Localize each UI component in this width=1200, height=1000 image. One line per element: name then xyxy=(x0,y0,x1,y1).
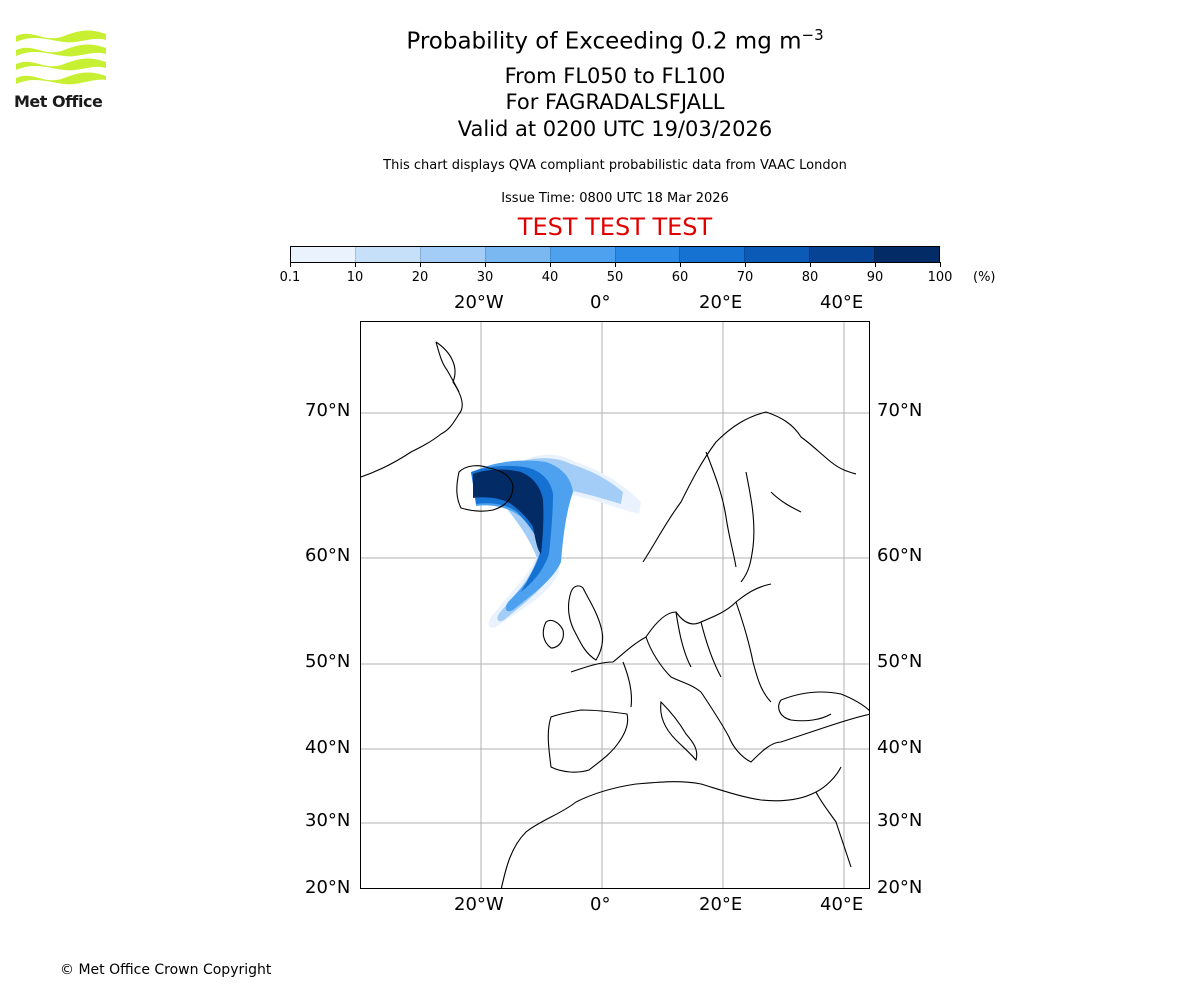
colorbar-tick-mark xyxy=(615,262,616,267)
lat-label-left-40n: 40°N xyxy=(305,737,351,758)
lon-label-bottom-0: 0° xyxy=(590,894,611,915)
colorbar-tick-label: 70 xyxy=(736,270,754,285)
lat-label-left-50n: 50°N xyxy=(305,651,351,672)
lat-label-left-30n: 30°N xyxy=(305,810,351,831)
chart-title: Probability of Exceeding 0.2 mg m−3 xyxy=(406,26,824,55)
colorbar-tick-mark xyxy=(940,262,941,267)
graticule xyxy=(361,322,869,888)
lat-label-left-60n: 60°N xyxy=(305,545,351,566)
colorbar-tick-mark xyxy=(290,262,291,267)
lat-label-right-60n: 60°N xyxy=(877,545,923,566)
lon-label-top-20e: 20°E xyxy=(699,292,743,313)
lat-label-right-20n: 20°N xyxy=(877,877,923,898)
lat-label-right-40n: 40°N xyxy=(877,737,923,758)
colorbar-tick-label: 20 xyxy=(411,270,429,285)
colorbar-tick-mark xyxy=(355,262,356,267)
colorbar-tick-label: 10 xyxy=(346,270,364,285)
volcano-name: For FAGRADALSFJALL xyxy=(505,90,725,114)
colorbar-segment xyxy=(484,247,550,262)
issue-time: Issue Time: 0800 UTC 18 Mar 2026 xyxy=(501,191,729,206)
lon-label-top-20w: 20°W xyxy=(454,292,504,313)
ash-plume xyxy=(471,454,641,628)
met-office-logo: Met Office xyxy=(14,30,108,112)
colorbar-segment xyxy=(679,247,745,262)
colorbar-segment xyxy=(809,247,875,262)
colorbar-tick-mark xyxy=(485,262,486,267)
colorbar-tick-label: 60 xyxy=(671,270,689,285)
colorbar-tick-label: 90 xyxy=(866,270,884,285)
colorbar-segment xyxy=(744,247,810,262)
colorbar-segment xyxy=(291,247,355,262)
colorbar-tick-label: 80 xyxy=(801,270,819,285)
map-canvas xyxy=(361,322,869,888)
colorbar-tick-mark xyxy=(550,262,551,267)
coastlines xyxy=(361,341,869,888)
colorbar-tick-mark xyxy=(420,262,421,267)
lat-label-left-70n: 70°N xyxy=(305,400,351,421)
colorbar-tick-mark xyxy=(810,262,811,267)
colorbar-tick-mark xyxy=(875,262,876,267)
colorbar-segment xyxy=(614,247,680,262)
lat-label-right-50n: 50°N xyxy=(877,651,923,672)
colorbar-segment xyxy=(419,247,485,262)
colorbar-tick-mark xyxy=(745,262,746,267)
colorbar xyxy=(290,246,940,263)
lon-label-top-40e: 40°E xyxy=(820,292,864,313)
colorbar-segment xyxy=(874,247,940,262)
lat-label-left-20n: 20°N xyxy=(305,877,351,898)
logo-text: Met Office xyxy=(14,92,103,111)
lon-label-bottom-20w: 20°W xyxy=(454,894,504,915)
colorbar-tick-label: 50 xyxy=(606,270,624,285)
valid-time: Valid at 0200 UTC 19/03/2026 xyxy=(457,117,773,141)
chart-description: This chart displays QVA compliant probab… xyxy=(383,158,847,173)
lon-label-bottom-40e: 40°E xyxy=(820,894,864,915)
colorbar-tick-label: 0.1 xyxy=(279,270,301,285)
test-banner: TEST TEST TEST xyxy=(517,213,713,241)
colorbar-tick-label: 30 xyxy=(476,270,494,285)
lon-label-top-0: 0° xyxy=(590,292,611,313)
lat-label-right-70n: 70°N xyxy=(877,400,923,421)
copyright-notice: © Met Office Crown Copyright xyxy=(60,962,272,978)
colorbar-tick-label: 40 xyxy=(541,270,559,285)
flight-level-range: From FL050 to FL100 xyxy=(504,64,726,88)
map-panel xyxy=(360,321,870,889)
lat-label-right-30n: 30°N xyxy=(877,810,923,831)
colorbar-unit: (%) xyxy=(973,270,996,285)
colorbar-tick-mark xyxy=(680,262,681,267)
colorbar-segment xyxy=(549,247,615,262)
colorbar-tick-label: 100 xyxy=(927,270,953,285)
lon-label-bottom-20e: 20°E xyxy=(699,894,743,915)
colorbar-segment xyxy=(354,247,420,262)
met-office-wave-icon xyxy=(16,30,106,85)
